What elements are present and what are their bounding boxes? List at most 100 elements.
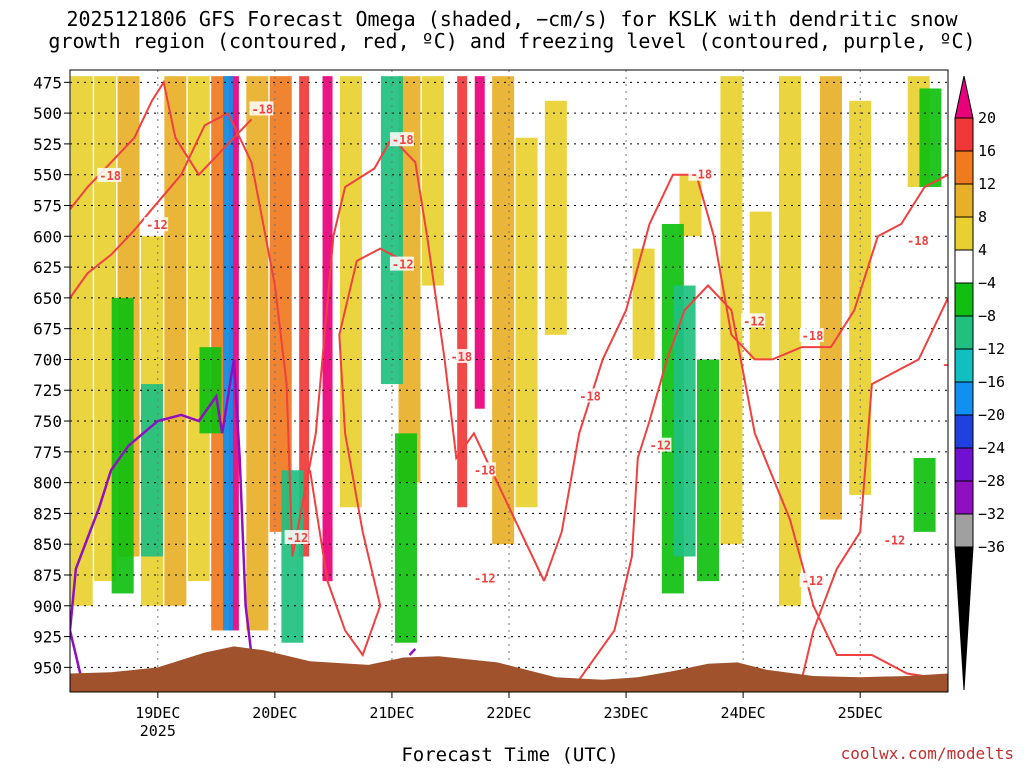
omega-column-31 [223,76,234,631]
contour-label-9: -18 [579,389,601,403]
contour-label-bg-12 [741,313,766,328]
omega-column-16 [474,76,485,409]
omega-column-20 [632,248,655,360]
contour-label-bg-2 [144,217,169,232]
grid-lines [70,70,948,692]
omega-column-39 [913,457,936,532]
contour-label-16: -18 [907,234,929,248]
y-tick-850: 850 [33,535,62,554]
colorbar-label-12: −32 [978,505,1005,523]
omega-column-24 [778,76,801,606]
y-tick-750: 750 [33,412,62,431]
omega-column-28 [111,297,134,594]
y-tick-625: 625 [33,258,62,277]
omega-column-29 [140,384,163,557]
x-axis-label: Forecast Time (UTC) [401,744,619,766]
colorbar-label-13: −36 [978,538,1005,556]
omega-column-12 [339,76,362,508]
omega-column-18 [515,137,538,508]
contour-label-bg-11 [688,166,713,181]
colorbar-swatch-9 [954,381,974,416]
y-tick-825: 825 [33,504,62,523]
x-tick-22DEC: 22DEC [486,704,531,722]
colorbar-bottom-arrow [954,546,974,691]
contour-label-13: -18 [802,329,824,343]
contour-label-bg-8 [471,570,496,585]
red-contour-1 [70,112,229,299]
omega-column-15 [457,76,468,508]
contour-label-bg-4 [389,256,414,271]
terrain [70,646,948,692]
colorbar-swatch-10 [954,414,974,449]
contour-label-10: -12 [649,439,671,453]
colorbar-label-6: −8 [978,307,996,325]
omega-column-21 [679,174,702,237]
contour-label-bg-7 [284,530,309,545]
contour-label-bg-3 [389,132,414,147]
colorbar-label-10: −24 [978,439,1005,457]
colorbar-label-11: −28 [978,472,1005,490]
y-tick-925: 925 [33,628,62,647]
contour-label-7: -12 [287,531,309,545]
contour-label-3: -18 [392,133,414,147]
x-tick-20DEC: 20DEC [252,704,297,722]
colorbar-label-7: −12 [978,340,1005,358]
contour-label-bg-16 [905,233,930,248]
omega-column-25 [819,76,842,520]
y-tick-900: 900 [33,597,62,616]
purple-contour-1 [232,359,253,656]
omega-column-8 [246,76,269,631]
colorbar-swatch-7 [954,315,974,350]
contour-label-12: -12 [743,314,765,328]
y-tick-675: 675 [33,320,62,339]
colorbar-swatch-8 [954,348,974,383]
colorbar-swatch-2 [954,150,974,185]
colorbar-swatch-3 [954,183,974,218]
omega-column-4 [164,76,187,606]
omega-column-26 [849,100,872,495]
contour-label-bg-15 [881,532,906,547]
y-tick-600: 600 [33,227,62,246]
contour-label-8: -12 [474,572,496,586]
contour-label-bg-10 [647,437,672,452]
omega-column-10 [299,76,310,557]
red-contour-2 [227,112,546,582]
contours: -18 -18 -12 -18 -12 -18 -18 -12 -12 -18 -12 -18 -12 -… [70,79,948,681]
y-tick-775: 775 [33,443,62,462]
contour-label-bg-1 [249,101,274,116]
x-tick-21DEC: 21DEC [369,704,414,722]
contour-label-6: -18 [474,463,496,477]
contour-label-bg-17 [940,356,948,371]
purple-contour-2 [408,648,417,656]
omega-column-23 [749,211,772,360]
y-tick-525: 525 [33,135,62,154]
contour-label-15: -12 [884,534,906,548]
x-year-label: 2025 [140,722,176,740]
y-tick-725: 725 [33,381,62,400]
colorbar-label-5: −4 [978,274,996,292]
contour-label-4: -12 [392,258,414,272]
omega-column-0 [70,76,93,606]
omega-column-38 [919,88,942,188]
contour-label-bg-13 [799,328,824,343]
omega-column-7 [228,76,239,631]
contour-label-14: -12 [802,574,824,588]
colorbar-swatch-11 [954,447,974,482]
omega-column-14 [421,76,444,286]
omega-column-33 [380,76,403,385]
credit-link[interactable]: coolwx.com/modelts [840,744,1014,763]
x-tick-25DEC: 25DEC [838,704,883,722]
y-tick-500: 500 [33,104,62,123]
y-axis: 475 500 525 550 575 600 625 650 675 700 725 750 775 8… [33,73,70,677]
colorbar-swatch-5 [954,249,974,284]
y-tick-550: 550 [33,166,62,185]
y-tick-575: 575 [33,196,62,215]
contour-label-11: -18 [690,168,712,182]
contour-label-5: -18 [450,350,472,364]
title-line-2: growth region (contoured, red, ºC) and f… [48,29,976,53]
y-tick-800: 800 [33,474,62,493]
colorbar-label-9: −20 [978,406,1005,424]
omega-column-34 [394,433,417,643]
title-line-1: 2025121806 GFS Forecast Omega (shaded, −… [66,7,958,31]
